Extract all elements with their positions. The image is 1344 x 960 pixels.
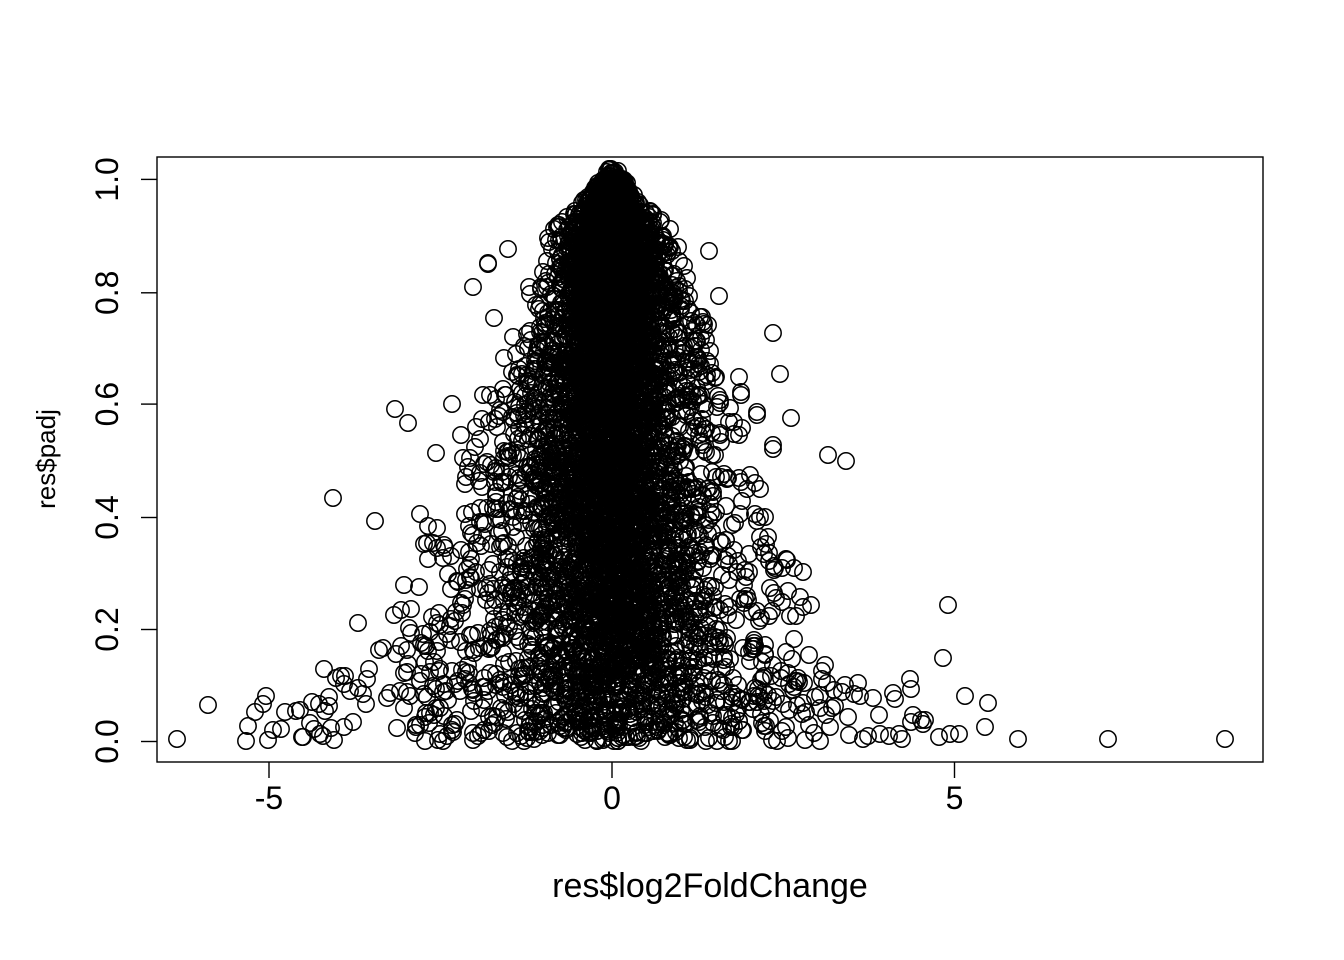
svg-text:res$log2FoldChange: res$log2FoldChange — [552, 867, 868, 905]
svg-text:0.6: 0.6 — [89, 382, 125, 426]
svg-text:0.8: 0.8 — [89, 271, 125, 315]
svg-text:1.0: 1.0 — [89, 157, 125, 201]
svg-text:0.0: 0.0 — [89, 719, 125, 763]
svg-text:res$padj: res$padj — [31, 409, 61, 509]
svg-text:0.2: 0.2 — [89, 607, 125, 651]
svg-text:-5: -5 — [255, 780, 283, 816]
svg-text:5: 5 — [946, 780, 964, 816]
svg-text:0.4: 0.4 — [89, 495, 125, 539]
svg-text:0: 0 — [603, 780, 621, 816]
